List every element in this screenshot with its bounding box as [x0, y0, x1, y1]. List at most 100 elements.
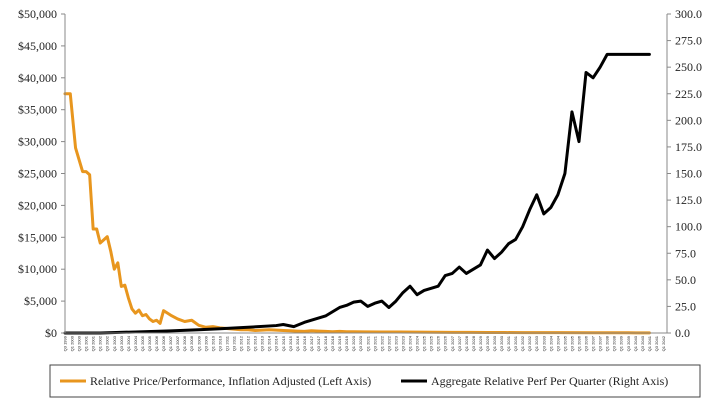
x-tick-label: Q1 2013 — [253, 335, 258, 351]
x-tick-label: Q3 2020 — [358, 335, 363, 351]
x-tick-label: Q3 2038 — [612, 335, 617, 351]
right-tick-label: 250.0 — [675, 60, 702, 74]
x-tick-label: Q3 2013 — [260, 335, 265, 351]
x-tick-label: Q1 2004 — [126, 335, 131, 351]
legend-label-1: Relative Price/Performance, Inflation Ad… — [90, 374, 371, 388]
right-tick-label: 275.0 — [675, 34, 702, 48]
x-tick-label: Q3 1999 — [63, 335, 68, 351]
x-tick-label: Q1 2041 — [647, 335, 652, 351]
x-tick-label: Q3 2001 — [91, 335, 96, 351]
x-tick-label: Q3 2031 — [513, 335, 518, 351]
x-tick-label: Q3 2032 — [527, 335, 532, 351]
x-tick-label: Q3 2024 — [415, 335, 420, 351]
x-tick-label: Q3 2041 — [654, 335, 659, 351]
left-tick-label: $45,000 — [18, 39, 57, 53]
x-tick-label: Q1 2028 — [464, 335, 469, 351]
left-tick-label: $30,000 — [18, 135, 57, 149]
x-tick-label: Q3 2007 — [175, 335, 180, 351]
x-tick-label: Q3 2019 — [344, 335, 349, 351]
x-tick-label: Q3 2036 — [584, 335, 589, 351]
x-tick-label: Q3 2021 — [372, 335, 377, 351]
x-tick-label: Q3 2003 — [119, 335, 124, 351]
x-tick-label: Q1 2040 — [633, 335, 638, 351]
right-tick-label: 25.0 — [675, 299, 696, 313]
x-tick-label: Q1 2038 — [605, 335, 610, 351]
x-tick-label: Q3 2010 — [217, 335, 222, 351]
right-tick-label: 225.0 — [675, 87, 702, 101]
x-tick-label: Q1 2032 — [520, 335, 525, 351]
x-tick-label: Q1 2023 — [393, 335, 398, 351]
right-tick-label: 200.0 — [675, 113, 702, 127]
x-tick-label: Q1 2031 — [506, 335, 511, 351]
x-tick-label: Q1 2011 — [224, 335, 229, 351]
x-tick-label: Q1 2012 — [239, 335, 244, 351]
right-tick-label: 150.0 — [675, 167, 702, 181]
x-tick-label: Q3 2000 — [77, 335, 82, 351]
x-tick-label: Q3 2002 — [105, 335, 110, 351]
x-tick-label: Q1 2007 — [168, 335, 173, 351]
left-tick-label: $35,000 — [18, 103, 57, 117]
x-tick-label: Q1 2009 — [196, 335, 201, 351]
x-tick-label: Q1 2021 — [365, 335, 370, 351]
x-tick-label: Q3 2025 — [429, 335, 434, 351]
series-line-1 — [63, 92, 651, 335]
x-tick-label: Q1 2042 — [661, 335, 666, 351]
x-tick-label: Q1 2003 — [112, 335, 117, 351]
x-tick-label: Q3 2012 — [246, 335, 251, 351]
right-tick-label: 50.0 — [675, 273, 696, 287]
left-tick-label: $0 — [45, 326, 57, 340]
x-tick-label: Q3 2011 — [231, 335, 236, 351]
x-tick-label: Q3 2009 — [203, 335, 208, 351]
x-tick-label: Q3 2016 — [302, 335, 307, 351]
left-tick-label: $15,000 — [18, 230, 57, 244]
x-tick-label: Q1 2024 — [408, 335, 413, 351]
x-tick-label: Q1 2008 — [182, 335, 187, 351]
legend: Relative Price/Performance, Inflation Ad… — [49, 364, 701, 398]
axes: $0 $5,000 $10,000 $15,000 $20,000 $25,000 $30,… — [18, 7, 702, 351]
legend-box — [49, 364, 701, 398]
x-tick-label: Q1 2030 — [492, 335, 497, 351]
x-tick-label: Q3 2026 — [443, 335, 448, 351]
x-tick-label: Q3 2008 — [189, 335, 194, 351]
x-tick-label: Q1 2002 — [98, 335, 103, 351]
x-tick-label: Q1 2000 — [70, 335, 75, 351]
x-tick-label: Q3 2006 — [161, 335, 166, 351]
x-tick-label: Q1 2020 — [351, 335, 356, 351]
x-tick-label: Q1 2034 — [548, 335, 553, 351]
legend-label-2: Aggregate Relative Perf Per Quarter (Rig… — [431, 374, 668, 388]
left-tick-label: $10,000 — [18, 262, 57, 276]
x-tick-label: Q1 2036 — [576, 335, 581, 351]
x-tick-label: Q1 2029 — [478, 335, 483, 351]
x-tick-label: Q3 2033 — [541, 335, 546, 351]
x-tick-label: Q3 2005 — [147, 335, 152, 351]
right-tick-label: 300.0 — [675, 7, 702, 21]
left-tick-label: $5,000 — [24, 294, 57, 308]
x-tick-label: Q1 2015 — [281, 335, 286, 351]
x-tick-label: Q3 2040 — [640, 335, 645, 351]
x-tick-label: Q3 2017 — [316, 335, 321, 351]
x-tick-label: Q3 2022 — [386, 335, 391, 351]
right-tick-label: 175.0 — [675, 140, 702, 154]
x-tick-label: Q1 2005 — [140, 335, 145, 351]
x-tick-label: Q1 2033 — [534, 335, 539, 351]
right-tick-label: 100.0 — [675, 220, 702, 234]
x-tick-label: Q3 2037 — [598, 335, 603, 351]
x-tick-label: Q1 2022 — [379, 335, 384, 351]
right-tick-label: 125.0 — [675, 193, 702, 207]
x-tick-label: Q1 2026 — [436, 335, 441, 351]
left-tick-label: $20,000 — [18, 198, 57, 212]
x-tick-label: Q3 2034 — [555, 335, 560, 351]
x-tick-label: Q3 2027 — [457, 335, 462, 351]
x-tick-label: Q3 2014 — [274, 335, 279, 351]
x-tick-label: Q1 2025 — [422, 335, 427, 351]
x-tick-label: Q1 2016 — [295, 335, 300, 351]
x-tick-label: Q1 2037 — [591, 335, 596, 351]
x-tick-label: Q1 2017 — [309, 335, 314, 351]
x-tick-label: Q1 2035 — [562, 335, 567, 351]
x-tick-label: Q1 2001 — [84, 335, 89, 351]
x-tick-label: Q1 2014 — [267, 335, 272, 351]
x-tick-label: Q1 2027 — [450, 335, 455, 351]
x-tick-label: Q1 2039 — [619, 335, 624, 351]
x-tick-label: Q3 2018 — [330, 335, 335, 351]
x-tick-label: Q1 2006 — [154, 335, 159, 351]
